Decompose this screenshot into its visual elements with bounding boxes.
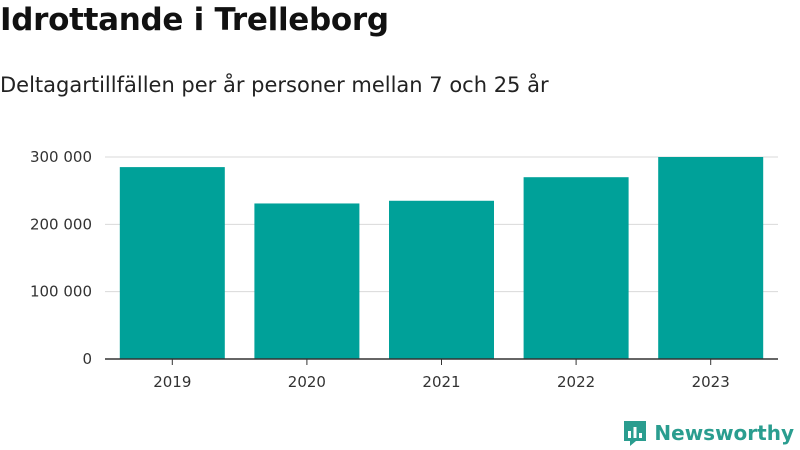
x-tick-label: 2021 [422,373,460,391]
x-tick-label: 2023 [692,373,730,391]
bars [119,157,764,359]
y-tick-label: 200 000 [30,215,92,233]
bar-2019 [119,167,225,359]
x-tick-label: 2020 [288,373,326,391]
x-tick-label: 2019 [153,373,191,391]
x-tick-label: 2022 [557,373,595,391]
brand-name: Newsworthy [654,421,794,445]
newsworthy-logo-icon [624,421,647,446]
bar-2021 [389,200,494,359]
y-tick-label: 100 000 [30,283,92,301]
newsworthy-logo: Newsworthy [622,419,794,447]
bar-2023 [658,157,764,359]
chart-title: Idrottande i Trelleborg [0,2,389,38]
chart-subtitle: Deltagartillfällen per år personer mella… [0,73,549,97]
bar-2020 [254,203,360,359]
y-axis-ticks: 0 100 000 200 000 300 000 [30,148,92,368]
y-tick-label: 0 [82,350,92,368]
y-tick-label: 300 000 [30,148,92,166]
bar-2022 [523,177,629,359]
x-axis-ticks: 2019 2020 2021 2022 2023 [153,359,730,391]
